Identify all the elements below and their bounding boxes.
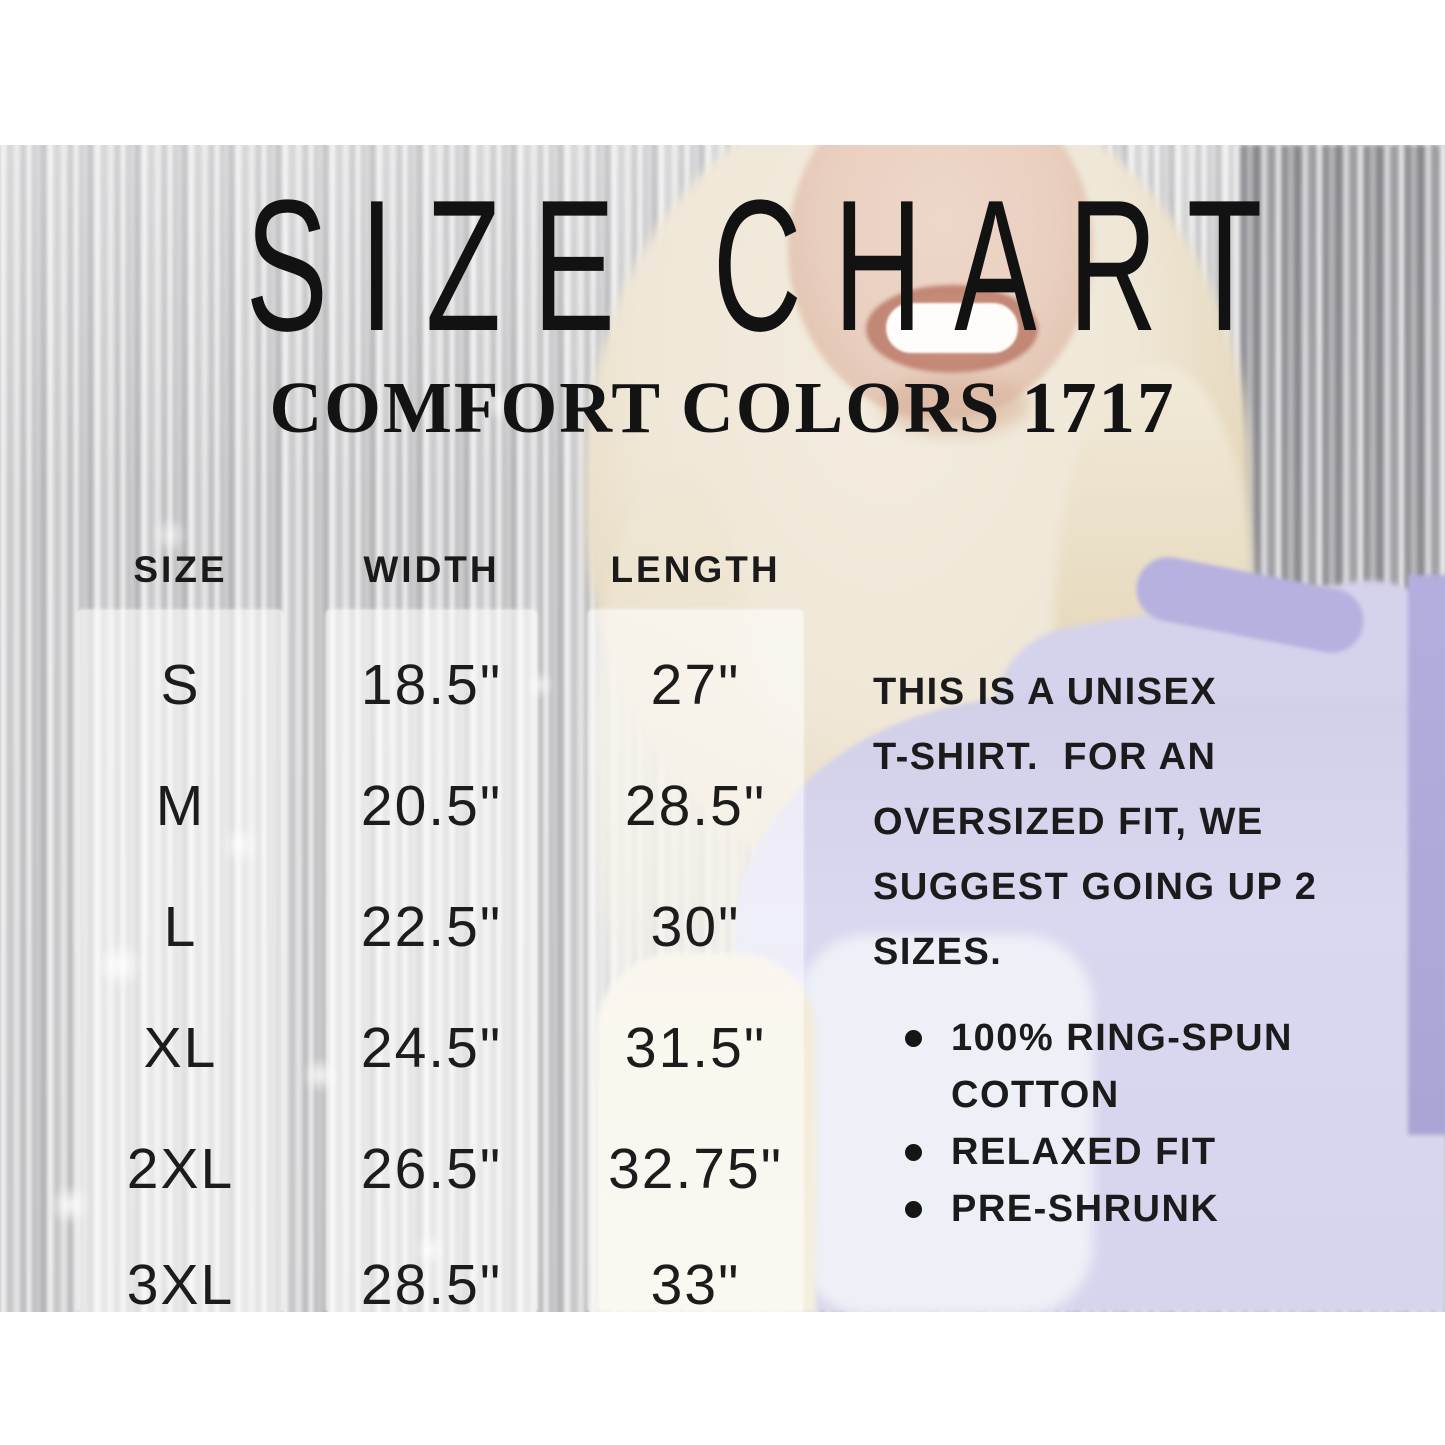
list-item: PRE-SHRUNK (905, 1181, 1385, 1238)
column-header-size: SIZE (133, 549, 228, 590)
tshirt-right-edge (1408, 575, 1445, 1135)
fit-description-line: T-SHIRT. FOR AN (873, 736, 1217, 778)
table-cell-length: 30" (650, 895, 741, 959)
column-header-length: LENGTH (610, 549, 781, 590)
feature-text: 100% RING-SPUN (951, 1017, 1293, 1059)
table-cell-length: 31.5" (624, 1016, 767, 1080)
table-cell-width: 22.5" (360, 895, 503, 959)
tshirt-sleeve-highlight (798, 935, 1093, 1312)
list-item: RELAXED FIT (905, 1124, 1385, 1181)
feature-text: RELAXED FIT (951, 1131, 1217, 1173)
table-cell-length: 33" (650, 1253, 741, 1317)
bullet-dot-icon (905, 1144, 922, 1161)
list-item: 100% RING-SPUN COTTON (905, 1010, 1385, 1124)
table-cell-width: 28.5" (360, 1253, 503, 1317)
table-cell-length: 28.5" (624, 774, 767, 838)
bullet-dot-icon (905, 1201, 922, 1218)
table-cell-size: M (155, 774, 206, 838)
fit-description-line: SIZES. (873, 931, 1003, 973)
size-column-strip (78, 610, 283, 1312)
length-column-strip (588, 610, 803, 1312)
table-cell-width: 26.5" (360, 1137, 503, 1201)
model-chin-shadow (880, 375, 1030, 435)
page-title: SIZE CHART (245, 161, 1294, 370)
page-subtitle: COMFORT COLORS 1717 (269, 367, 1176, 448)
feature-text: PRE-SHRUNK (951, 1188, 1220, 1230)
table-cell-length: 32.75" (608, 1137, 783, 1201)
table-cell-size: 2XL (126, 1137, 235, 1201)
table-cell-size: 3XL (126, 1253, 235, 1317)
table-cell-width: 20.5" (360, 774, 503, 838)
fit-description-line: SUGGEST GOING UP 2 (873, 866, 1318, 908)
bullet-dot-icon (905, 1030, 922, 1047)
model-smile (886, 303, 1018, 353)
table-cell-width: 24.5" (360, 1016, 503, 1080)
fit-description-line: OVERSIZED FIT, WE (873, 801, 1264, 843)
table-cell-length: 27" (650, 653, 741, 717)
width-column-strip (326, 610, 537, 1312)
feature-text: COTTON (951, 1074, 1120, 1116)
fit-description: THIS IS A UNISEX T-SHIRT. FOR AN OVERSIZ… (873, 660, 1373, 985)
feature-list: 100% RING-SPUN COTTON RELAXED FIT PRE-SH… (905, 1010, 1385, 1238)
table-cell-size: XL (143, 1016, 218, 1080)
table-cell-size: S (160, 653, 201, 717)
column-header-width: WIDTH (363, 549, 500, 590)
table-cell-size: L (163, 895, 198, 959)
fit-description-line: THIS IS A UNISEX (873, 671, 1218, 713)
table-cell-width: 18.5" (360, 653, 503, 717)
model-face (788, 145, 1093, 420)
